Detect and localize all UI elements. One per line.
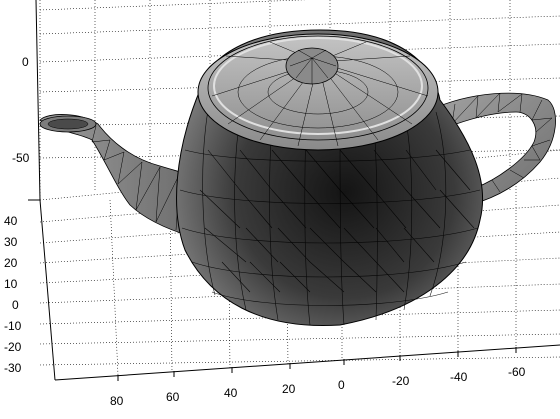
y-tick-label: 20 (4, 256, 18, 270)
y-tick-label: -30 (4, 361, 22, 375)
x-tick-label: 60 (166, 390, 180, 404)
y-tick-label: 10 (4, 277, 18, 291)
x-tick-label: 20 (282, 382, 296, 396)
x-tick-label: 40 (224, 386, 238, 400)
y-tick-label: -20 (4, 340, 22, 354)
axis-box (28, 0, 560, 381)
x-axis-tickmarks (117, 347, 517, 381)
y-tick-label: 30 (4, 235, 18, 249)
x-axis-ticks: 80 60 40 20 0 -20 -40 -60 (110, 365, 526, 408)
x-tick-label: 80 (110, 394, 124, 408)
y-tick-label: 0 (12, 298, 19, 312)
x-tick-label: -20 (392, 374, 410, 388)
y-axis-ticks: 40 30 20 10 0 -10 -20 -30 (4, 214, 22, 375)
x-tick-label: -40 (450, 370, 468, 384)
teapot-spout (39, 114, 206, 237)
y-tick-label: 40 (4, 214, 18, 228)
z-axis-ticks: 0 -50 (12, 55, 30, 165)
x-tick-label: 0 (338, 378, 345, 392)
y-tick-label: -10 (4, 319, 22, 333)
z-tick-label: -50 (12, 151, 30, 165)
x-tick-label: -60 (508, 365, 526, 379)
teapot-lid (197, 33, 439, 151)
z-tick-label: 0 (22, 55, 29, 69)
